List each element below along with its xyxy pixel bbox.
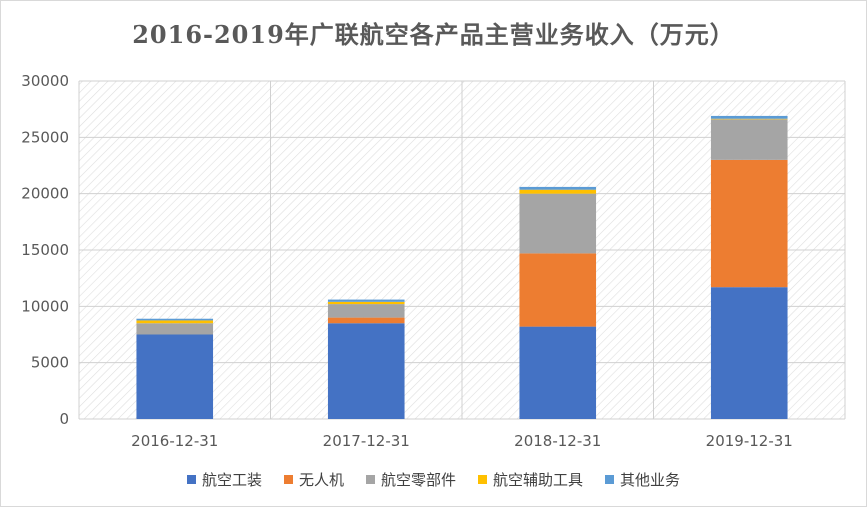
bar-segment-2-3	[519, 189, 597, 194]
y-tick-label: 5000	[31, 354, 69, 372]
bar-segment-2-0	[519, 326, 597, 419]
legend-swatch	[365, 475, 375, 484]
bar-segment-1-0	[327, 323, 405, 419]
y-tick-label: 0	[59, 410, 69, 428]
legend-swatch	[283, 475, 293, 484]
chart-title: 2016-2019年广联航空各产品主营业务收入（万元）	[132, 20, 735, 49]
bar-segment-0-4	[136, 318, 214, 321]
bar-segment-0-0	[136, 334, 214, 419]
x-tick-label: 2018-12-31	[514, 432, 601, 450]
bar-segment-3-1	[710, 159, 788, 288]
legend-swatch	[186, 475, 196, 484]
bar-segment-2-2	[519, 193, 597, 254]
legend-item: 航空零部件	[365, 469, 456, 490]
legend-label: 航空零部件	[380, 471, 456, 489]
legend-item: 航空工装	[186, 469, 262, 490]
y-tick-label: 20000	[21, 185, 69, 203]
bar-segment-1-2	[327, 304, 405, 318]
bar-segment-2-4	[519, 186, 597, 190]
legend-swatch	[605, 475, 615, 484]
bar-segment-3-2	[710, 119, 788, 160]
y-tick-label: 25000	[21, 128, 69, 146]
legend-swatch	[478, 475, 487, 484]
bar-segment-0-2	[136, 323, 214, 335]
y-tick-label: 10000	[21, 297, 69, 315]
x-tick-label: 2016-12-31	[131, 432, 218, 450]
legend-label: 航空辅助工具	[493, 471, 584, 489]
legend-item: 其他业务	[605, 469, 680, 490]
legend-label: 无人机	[298, 471, 344, 489]
bar-segment-1-4	[327, 299, 405, 302]
bar-segment-2-1	[519, 253, 597, 327]
y-tick-label: 30000	[21, 72, 69, 90]
bar-segment-3-4	[710, 115, 788, 119]
legend-item: 航空辅助工具	[478, 469, 583, 490]
bar-segment-3-3	[710, 118, 788, 120]
bar-segment-0-3	[136, 320, 214, 324]
legend-item: 无人机	[283, 469, 344, 490]
x-tick-label: 2017-12-31	[323, 432, 410, 450]
bar-segment-1-1	[327, 317, 405, 324]
bar-segment-3-0	[710, 287, 788, 419]
x-tick-label: 2019-12-31	[706, 432, 793, 450]
legend-label: 航空工装	[201, 471, 262, 489]
bar-segment-1-3	[327, 301, 405, 305]
legend-label: 其他业务	[620, 471, 681, 489]
y-tick-label: 15000	[21, 241, 69, 259]
legend: 航空工装 无人机 航空零部件 航空辅助工具 其他业务	[1, 469, 866, 490]
